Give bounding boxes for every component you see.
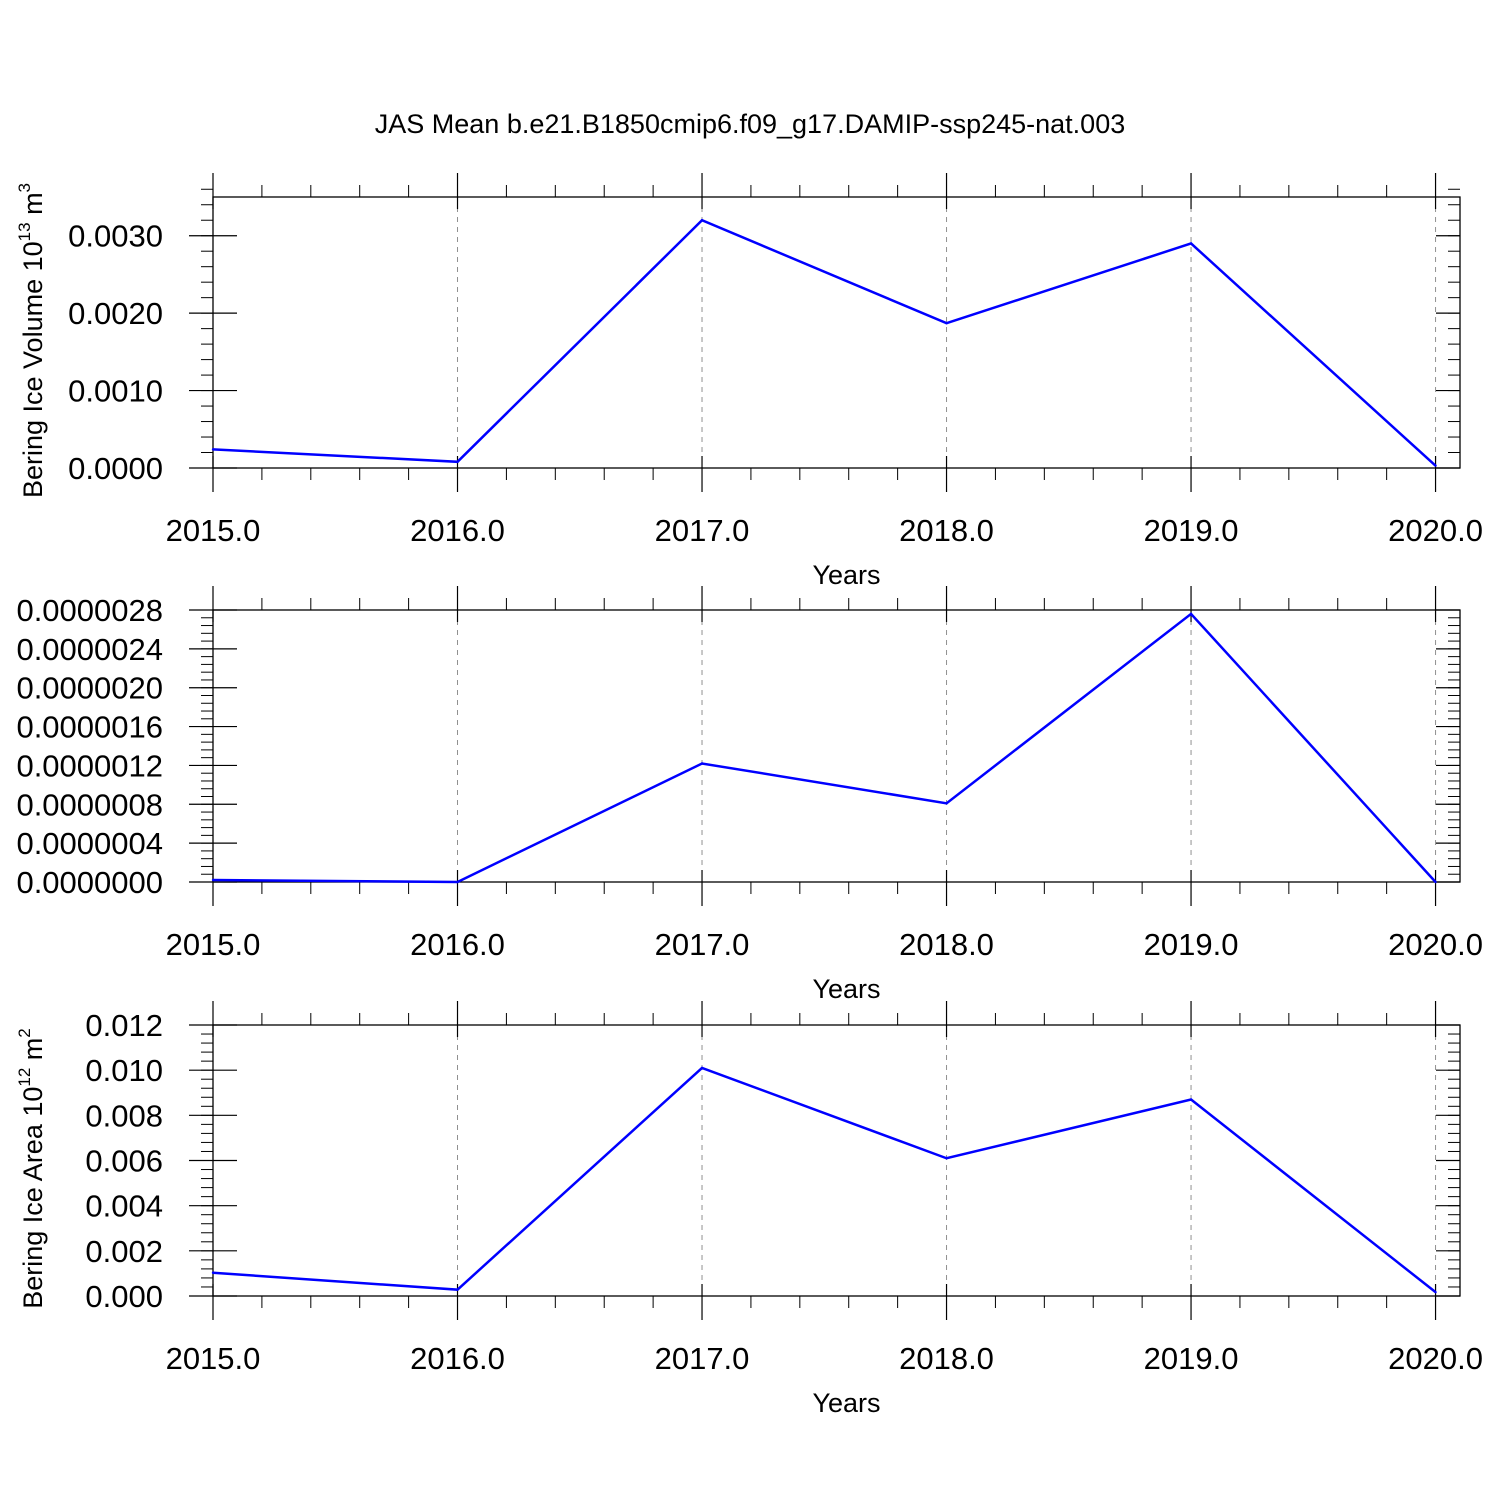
data-point [945,322,948,325]
x-tick-label: 2019.0 [1144,513,1239,548]
x-tick-label: 2018.0 [899,927,994,962]
data-point [211,878,215,882]
x-tick-label: 2015.0 [166,1341,261,1376]
data-point [700,762,704,765]
x-tick-label: 2018.0 [899,1341,994,1376]
x-tick-label: 2020.0 [1388,513,1483,548]
data-point [1434,464,1437,467]
y-tick-label: 0.012 [85,1008,163,1043]
data-point [211,448,215,451]
data-point [1434,880,1437,884]
y-tick-label: 0.0000000 [16,865,163,900]
y-tick-label: 0.006 [85,1144,163,1179]
chart-panel-2: 2015.0 2016.0 2017.0 2018.0 2019.0 2020.0 0.00… [16,586,1483,1004]
plot-frame [212,609,1461,883]
y-tick-label: 0.0010 [68,374,163,409]
y-tick-label: 0.0000024 [16,632,163,667]
data-point [1189,612,1193,616]
chart-panel-3: 2015.0 2016.0 2017.0 2018.0 2019.0 2020.0 0.00… [15,1001,1483,1418]
data-point [456,460,459,464]
y-tick-label: 0.004 [85,1189,163,1224]
y-axis-title: Bering Ice Area 1012 m2 [15,1028,48,1309]
y-tick-label: 0.0000012 [16,748,163,783]
data-point [945,802,948,805]
x-tick-label: 2015.0 [166,513,261,548]
y-tick-label: 0.0000 [68,451,163,486]
y-tick-label: 0.0030 [68,219,163,254]
data-point [1434,1290,1437,1294]
y-tick-label: 0.0000008 [16,787,163,822]
chart-panel-1: 2015.0 2016.0 2017.0 2018.0 2019.0 2020.0 0.00… [15,173,1483,590]
data-point [700,1066,704,1070]
plot-frame [212,1024,1461,1297]
y-tick-label: 0.0000016 [16,710,163,745]
y-tick-label: 0.0000020 [16,671,163,706]
data-point [700,219,704,222]
x-axis-title: Years [812,974,880,1004]
series-line [212,1066,1437,1294]
y-tick-label: 0.008 [85,1098,163,1133]
data-point [211,1271,215,1274]
plot-frame [212,196,1461,469]
x-tick-label: 2016.0 [410,927,505,962]
y-tick-label: 0.000 [85,1279,163,1314]
data-point [1189,242,1193,245]
x-tick-label: 2020.0 [1388,1341,1483,1376]
y-axis-title: Bering Ice Volume 1013 m3 [15,183,48,498]
x-tick-label: 2017.0 [655,927,750,962]
y-tick-label: 0.0000028 [16,593,163,628]
x-axis-title: Years [812,1388,880,1418]
y-tick-label: 0.002 [85,1234,163,1269]
figure-title: JAS Mean b.e21.B1850cmip6.f09_g17.DAMIP-… [375,109,1125,139]
x-tick-label: 2018.0 [899,513,994,548]
data-point [456,880,459,884]
x-tick-label: 2017.0 [655,1341,750,1376]
panels: 2015.0 2016.0 2017.0 2018.0 2019.0 2020.0 0.00… [15,173,1483,1418]
x-tick-label: 2016.0 [410,1341,505,1376]
y-tick-label: 0.0000004 [16,826,163,861]
x-tick-label: 2017.0 [655,513,750,548]
y-tick-label: 0.0020 [68,296,163,331]
data-point [945,1157,948,1160]
data-point [1189,1098,1193,1101]
data-point [456,1288,459,1291]
x-tick-label: 2019.0 [1144,927,1239,962]
series-line [212,218,1437,467]
y-tick-label: 0.010 [85,1053,163,1088]
x-axis-title: Years [812,560,880,590]
x-tick-label: 2019.0 [1144,1341,1239,1376]
x-tick-label: 2015.0 [166,927,261,962]
x-tick-label: 2020.0 [1388,927,1483,962]
series-line [212,612,1437,884]
x-tick-label: 2016.0 [410,513,505,548]
